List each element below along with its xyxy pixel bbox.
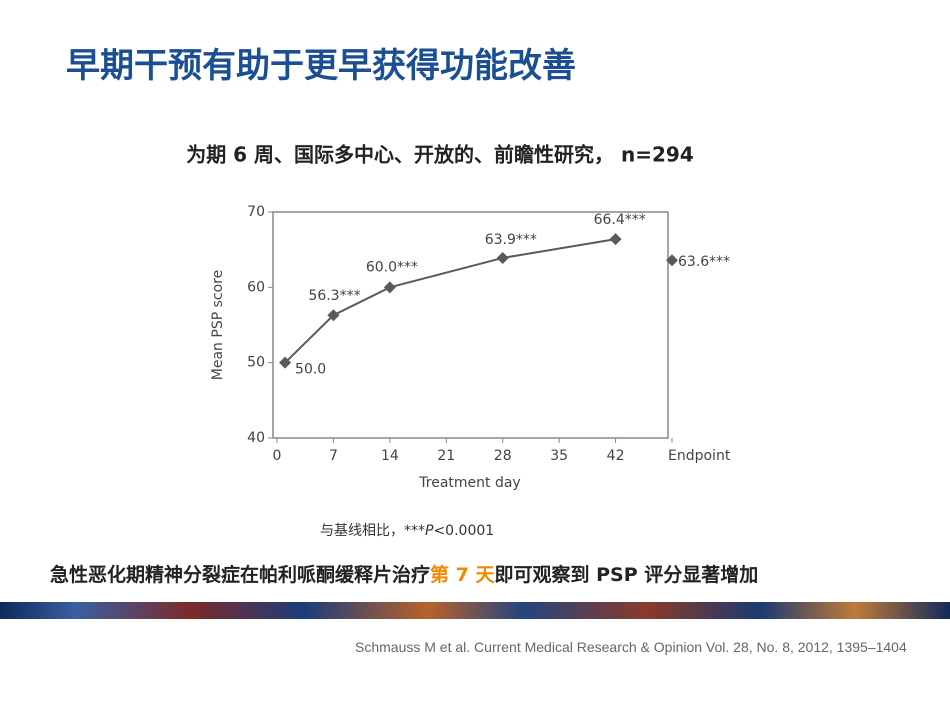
x-tick-label: Endpoint <box>668 448 731 464</box>
conclusion-highlight: 第 7 天 <box>430 564 495 586</box>
marker <box>383 281 396 294</box>
footnote-text: 与基线相比，*** <box>320 523 425 539</box>
x-tick-label: 35 <box>550 448 568 464</box>
footnote-text: <0.0001 <box>433 523 495 539</box>
marker <box>279 356 292 369</box>
y-axis-label: Mean PSP score <box>210 270 226 380</box>
footnote: 与基线相比，***P<0.0001 <box>320 520 494 540</box>
x-tick-label: 21 <box>437 448 455 464</box>
x-tick-label: 28 <box>494 448 512 464</box>
slide-title: 早期干预有助于更早获得功能改善 <box>66 46 576 86</box>
value-label: 63.9*** <box>485 232 537 248</box>
y-tick-label: 60 <box>247 279 265 295</box>
footnote-text: P <box>425 523 434 539</box>
x-tick-label: 7 <box>329 448 338 464</box>
marker <box>666 254 678 267</box>
chart: 为期 6 周、国际多中心、开放的、前瞻性研究， n=294 Treatment … <box>186 143 731 492</box>
value-label: 50.0 <box>295 362 326 378</box>
y-tick-label: 70 <box>247 204 265 220</box>
value-label: 60.0*** <box>366 259 418 275</box>
value-label: 56.3*** <box>308 288 360 304</box>
value-label: 66.4*** <box>594 212 646 228</box>
conclusion-text: 即可观察到 PSP 评分显著增加 <box>494 564 759 586</box>
marker <box>496 251 509 264</box>
chart-title: 为期 6 周、国际多中心、开放的、前瞻性研究， n=294 <box>186 143 694 167</box>
value-label: 63.6*** <box>678 254 730 270</box>
x-axis-label: Treatment day <box>418 475 520 491</box>
marker <box>327 309 340 322</box>
conclusion-text: 急性恶化期精神分裂症在帕利哌酮缓释片治疗 <box>50 564 431 586</box>
decor-stripe <box>0 602 950 619</box>
x-tick-label: 0 <box>273 448 282 464</box>
x-tick-label: 42 <box>607 448 625 464</box>
y-tick-label: 40 <box>247 430 265 446</box>
plot-frame <box>272 211 669 439</box>
marker <box>609 233 622 246</box>
conclusion: 急性恶化期精神分裂症在帕利哌酮缓释片治疗第 7 天即可观察到 PSP 评分显著增… <box>50 563 910 587</box>
citation: Schmauss M et al. Current Medical Resear… <box>355 639 907 655</box>
y-tick-label: 50 <box>247 355 265 371</box>
x-tick-label: 14 <box>381 448 399 464</box>
